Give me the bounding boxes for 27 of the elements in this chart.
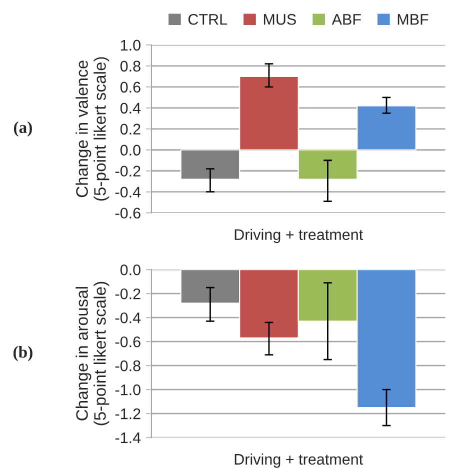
- y-tick-label: 0.0: [120, 144, 140, 156]
- y-tick-label: -0.6: [115, 336, 140, 348]
- y-tick-label: 1.0: [120, 40, 140, 51]
- y-tick-label: 0.4: [120, 102, 141, 114]
- y-tick-label: -0.6: [115, 208, 140, 219]
- y-tick-label: -1.4: [115, 432, 141, 444]
- y-tick-label: -0.8: [115, 360, 140, 372]
- y-tick-label: 0.0: [120, 264, 140, 276]
- y-tick-label: 0.8: [120, 60, 140, 72]
- y-axis-title: Change in valence (5-point likert scale): [76, 57, 110, 201]
- x-axis-title: Driving + treatment: [234, 453, 363, 468]
- y-tick-label: -1.2: [115, 408, 140, 420]
- y-tick-label: -0.2: [115, 166, 140, 177]
- legend-label: ABF: [332, 14, 361, 25]
- text: (b): [14, 346, 32, 362]
- y-tick-label: -0.4: [115, 312, 141, 324]
- x-axis-title: Driving + treatment: [234, 228, 363, 244]
- legend-label: MUS: [264, 14, 296, 25]
- legend-label: MBF: [398, 14, 428, 25]
- y-axis-title: Change in arousal (5-point likert scale): [76, 282, 110, 426]
- y-tick-label: -0.2: [115, 288, 140, 300]
- y-tick-label: 0.6: [120, 82, 140, 93]
- legend-label: CTRL: [188, 14, 228, 25]
- y-tick-label: -1.0: [115, 384, 140, 396]
- text: (a): [14, 121, 32, 136]
- y-tick-label: 0.2: [120, 124, 140, 135]
- y-tick-label: -0.4: [115, 186, 141, 198]
